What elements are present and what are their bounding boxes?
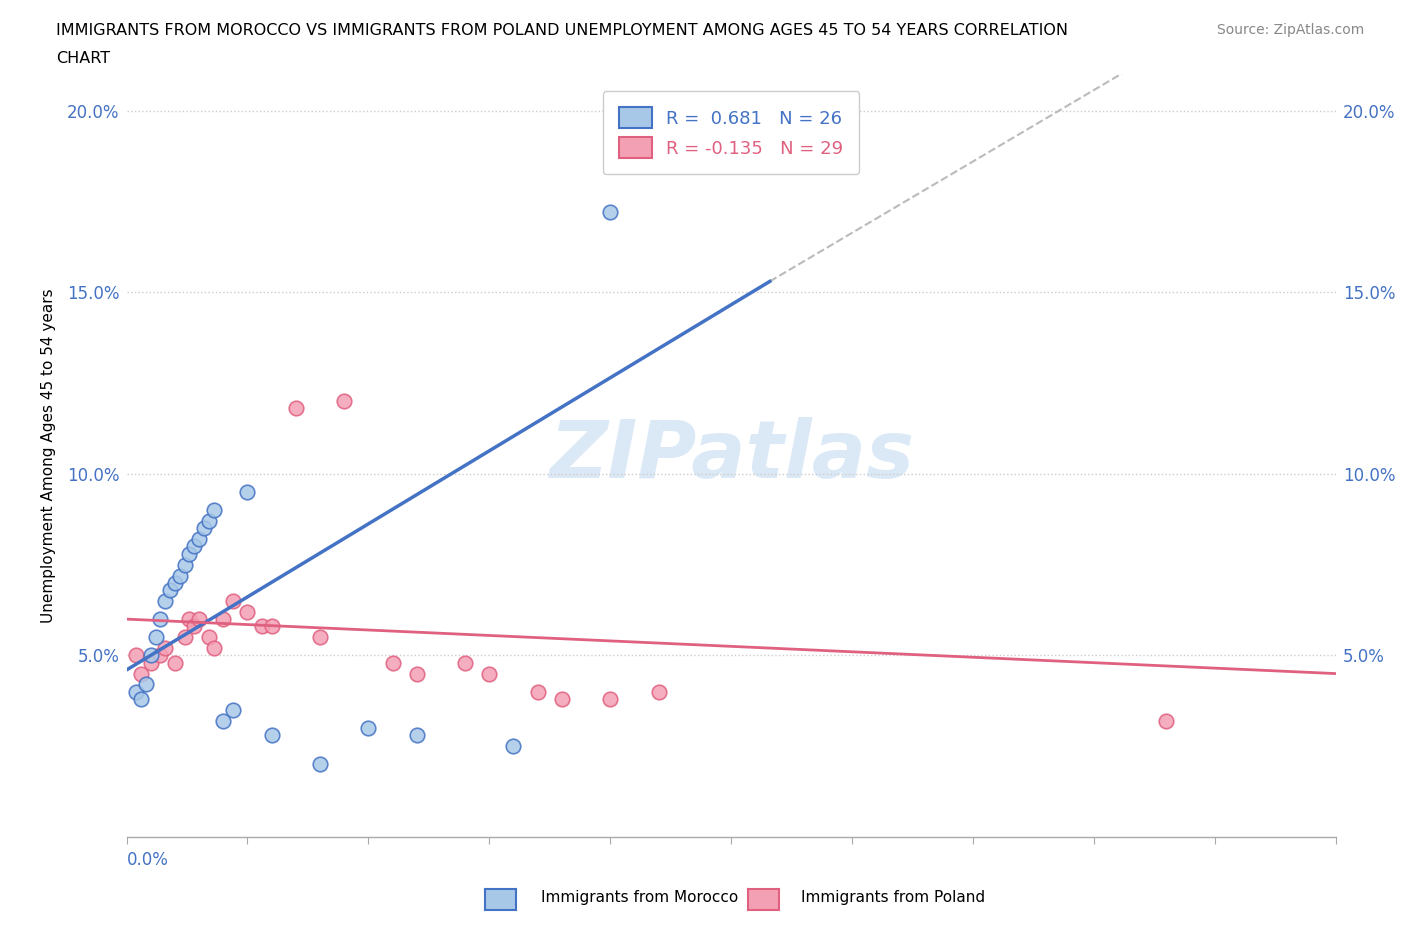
- Text: IMMIGRANTS FROM MOROCCO VS IMMIGRANTS FROM POLAND UNEMPLOYMENT AMONG AGES 45 TO : IMMIGRANTS FROM MOROCCO VS IMMIGRANTS FR…: [56, 23, 1069, 38]
- Point: [202, 503, 225, 518]
- Point: [478, 666, 501, 681]
- Point: [526, 684, 548, 699]
- Point: [163, 656, 186, 671]
- Text: Immigrants from Poland: Immigrants from Poland: [801, 890, 986, 905]
- Point: [599, 205, 621, 219]
- Point: [145, 630, 167, 644]
- Point: [551, 692, 574, 707]
- Point: [260, 619, 283, 634]
- Point: [155, 641, 177, 656]
- Point: [202, 641, 225, 656]
- Point: [179, 612, 201, 627]
- Point: [357, 721, 380, 736]
- Point: [647, 684, 669, 699]
- Point: [188, 612, 211, 627]
- Point: [129, 666, 152, 681]
- Point: [222, 593, 245, 608]
- Point: [183, 539, 205, 554]
- Point: [129, 692, 152, 707]
- Point: [212, 713, 235, 728]
- Point: [193, 521, 215, 536]
- Y-axis label: Unemployment Among Ages 45 to 54 years: Unemployment Among Ages 45 to 54 years: [41, 288, 56, 623]
- Point: [135, 677, 157, 692]
- Text: Source: ZipAtlas.com: Source: ZipAtlas.com: [1216, 23, 1364, 37]
- Point: [405, 728, 427, 743]
- Point: [236, 485, 259, 499]
- Point: [159, 582, 181, 597]
- Text: CHART: CHART: [56, 51, 110, 66]
- Point: [260, 728, 283, 743]
- Point: [405, 666, 427, 681]
- Point: [222, 702, 245, 717]
- Point: [163, 576, 186, 591]
- Point: [173, 557, 195, 572]
- Point: [309, 757, 332, 772]
- Point: [125, 648, 148, 663]
- Point: [1156, 713, 1178, 728]
- Point: [212, 612, 235, 627]
- Point: [149, 612, 172, 627]
- Legend: R =  0.681   N = 26, R = -0.135   N = 29: R = 0.681 N = 26, R = -0.135 N = 29: [603, 91, 859, 174]
- Point: [183, 619, 205, 634]
- Point: [250, 619, 273, 634]
- Point: [197, 630, 219, 644]
- Point: [173, 630, 195, 644]
- Point: [454, 656, 477, 671]
- Point: [309, 630, 332, 644]
- Point: [197, 513, 219, 528]
- Text: Immigrants from Morocco: Immigrants from Morocco: [541, 890, 738, 905]
- Point: [236, 604, 259, 619]
- Point: [381, 656, 404, 671]
- Point: [169, 568, 191, 583]
- Point: [125, 684, 148, 699]
- Point: [139, 648, 162, 663]
- Point: [284, 401, 307, 416]
- Point: [139, 656, 162, 671]
- Point: [155, 593, 177, 608]
- Point: [149, 648, 172, 663]
- Point: [599, 692, 621, 707]
- Point: [188, 532, 211, 547]
- Text: 0.0%: 0.0%: [127, 851, 169, 869]
- Point: [179, 546, 201, 561]
- Point: [502, 738, 524, 753]
- Point: [333, 393, 356, 408]
- Text: ZIPatlas: ZIPatlas: [548, 417, 914, 495]
